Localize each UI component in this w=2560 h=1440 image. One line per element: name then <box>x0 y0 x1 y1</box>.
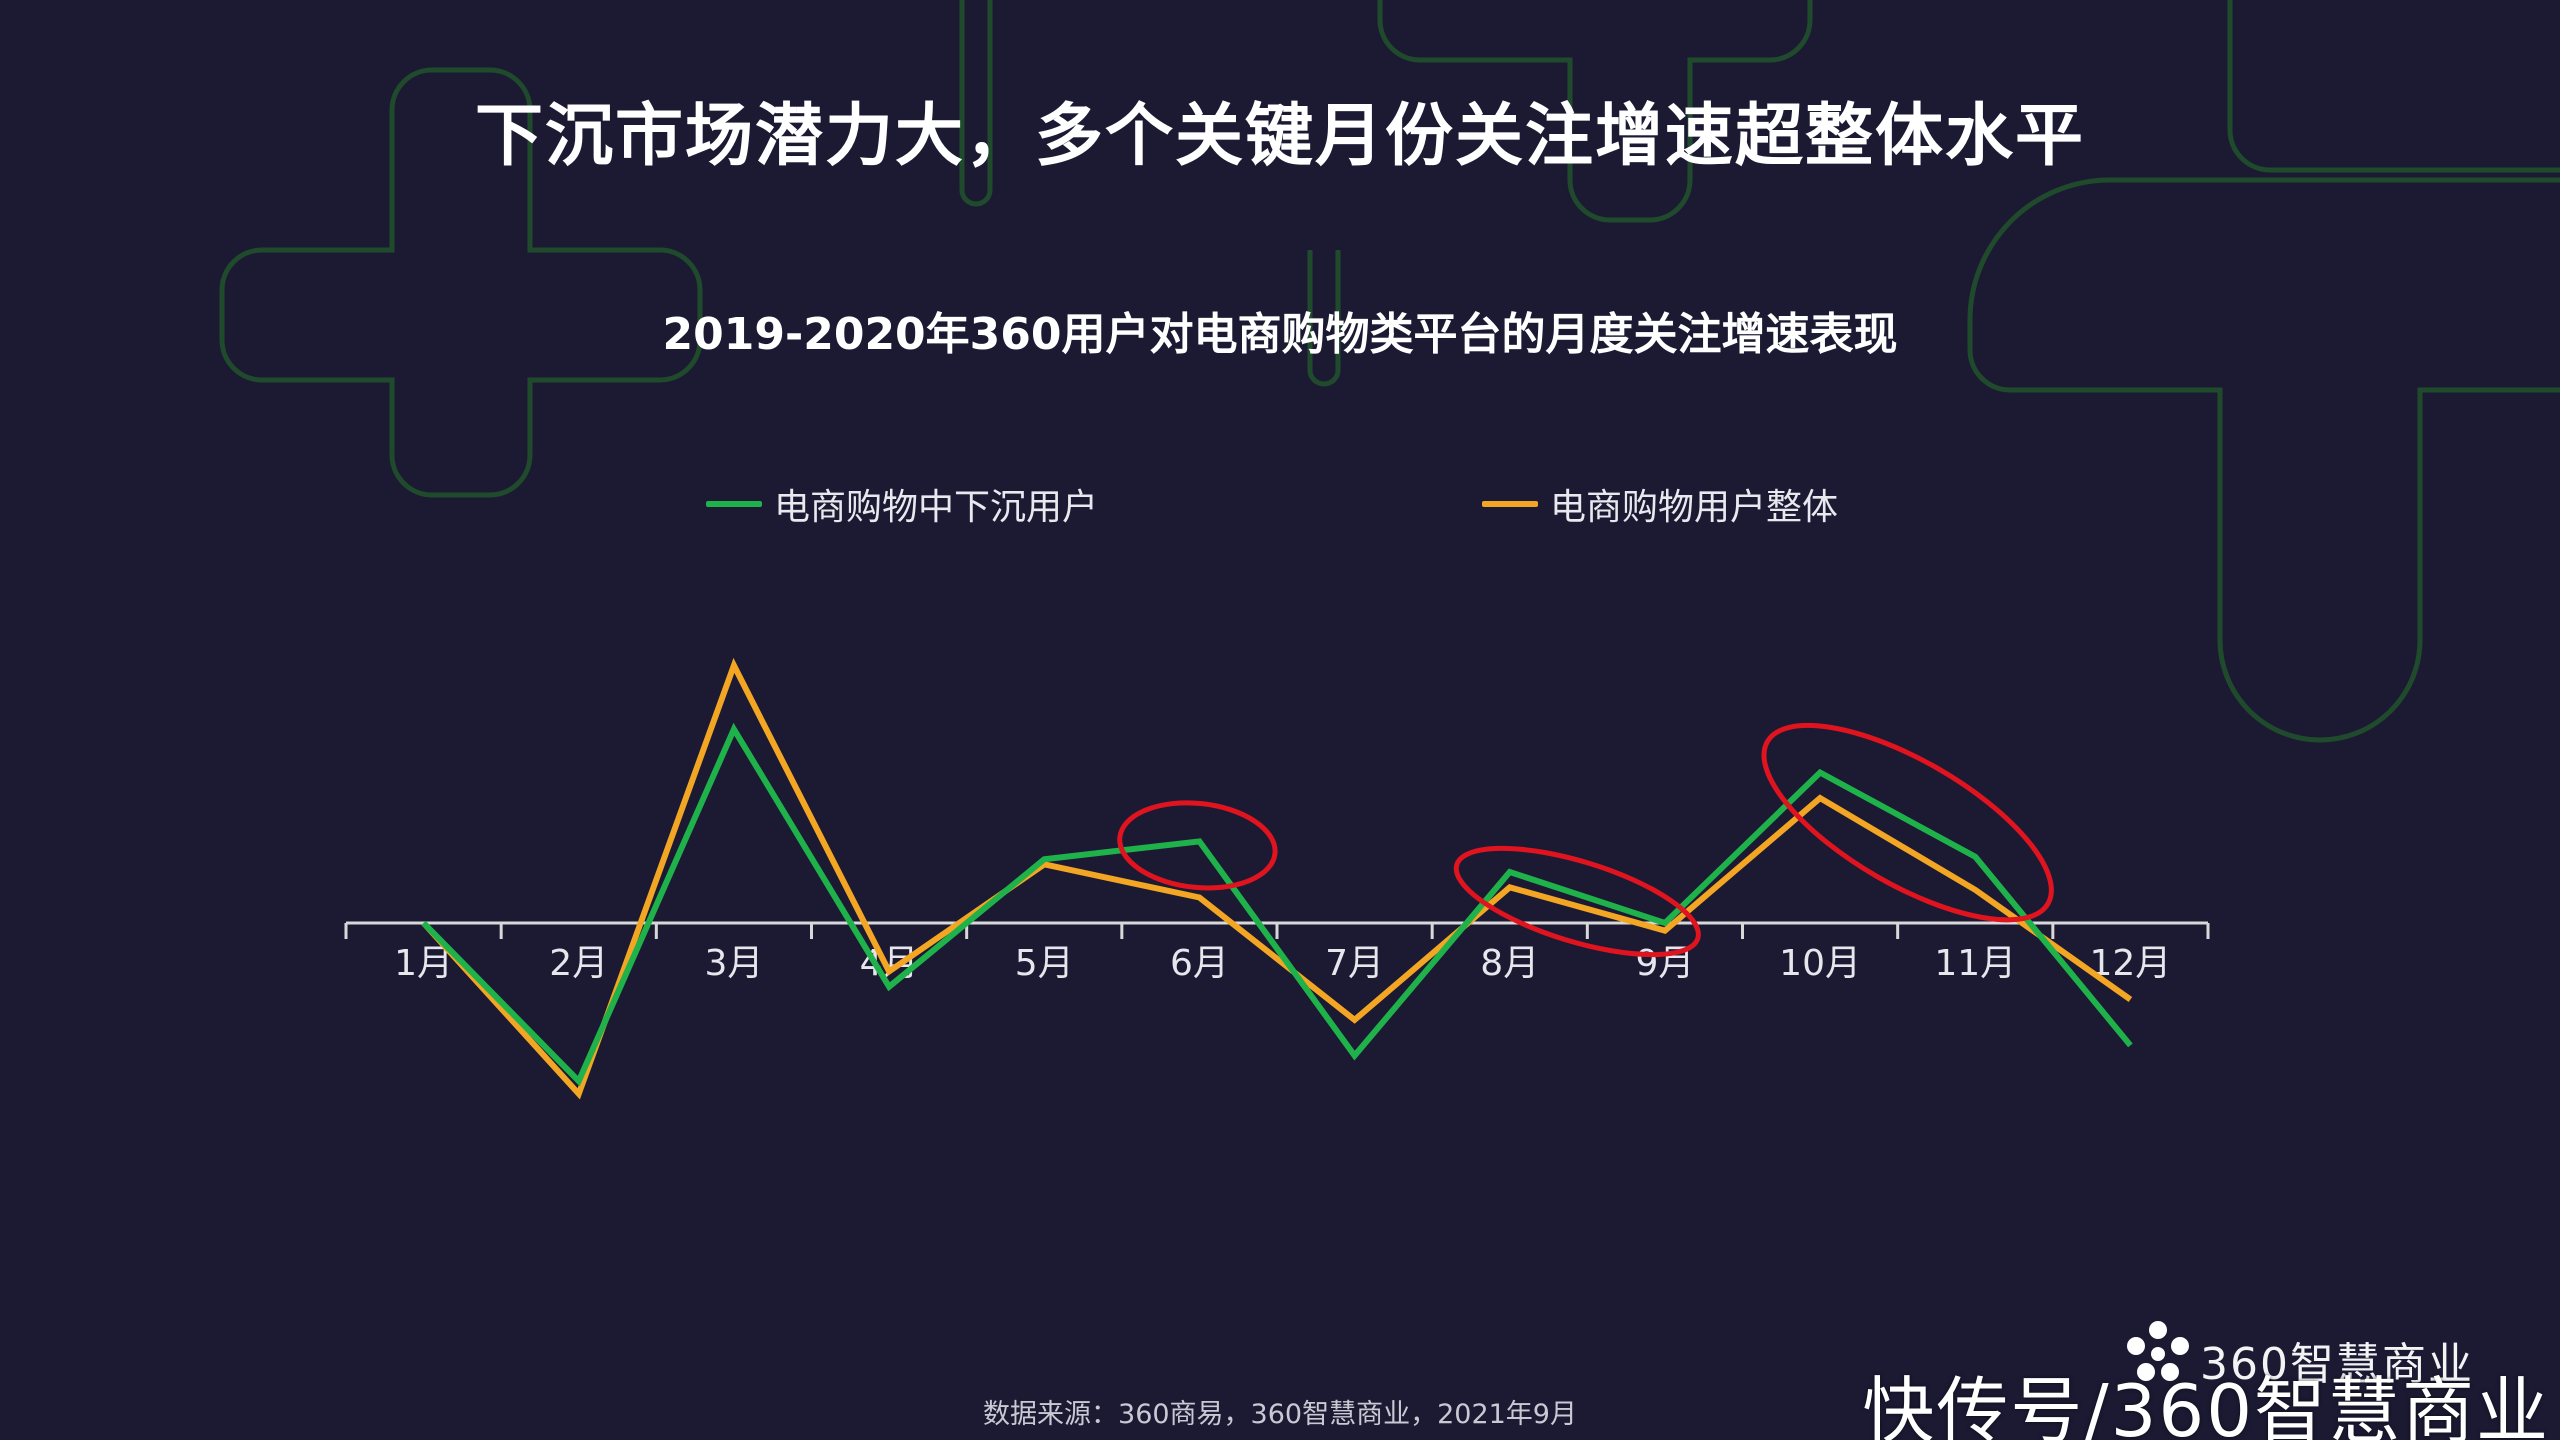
x-tick-label: 3月 <box>704 943 763 984</box>
legend-item-green: 电商购物中下沉用户 <box>706 478 1098 530</box>
decor-pill-center <box>1307 250 1341 387</box>
highlight-ellipse-oct-nov <box>1761 722 2054 923</box>
brand-logo-text: 360智慧商业 <box>2200 1339 2474 1390</box>
legend-swatch-orange <box>1482 501 1538 507</box>
decor-plus-left <box>219 67 703 498</box>
brand-logo-icon <box>2127 1321 2189 1381</box>
data-source-note: 数据来源：360商易，360智慧商业，2021年9月 <box>983 1399 1577 1430</box>
x-tick-label: 1月 <box>394 943 453 984</box>
decor-shape-right <box>2227 0 2560 173</box>
x-tick-label: 8月 <box>1480 943 1539 984</box>
x-tick-label: 10月 <box>1779 943 1861 984</box>
highlight-ellipse-jun <box>1117 800 1278 891</box>
legend-label-orange: 电商购物用户整体 <box>1550 487 1839 528</box>
chart-legend: 电商购物中下沉用户 电商购物用户整体 <box>0 478 2560 528</box>
highlight-ellipse-aug-sep <box>1453 845 1701 958</box>
decor-shape-right-2 <box>1967 177 2560 743</box>
x-tick-label: 7月 <box>1325 943 1384 984</box>
series-line-orange <box>421 657 2133 1100</box>
decor-pill-small <box>959 0 993 207</box>
series-line-green <box>421 722 2133 1087</box>
legend-label-green: 电商购物中下沉用户 <box>774 487 1099 528</box>
legend-item-orange: 电商购物用户整体 <box>1482 478 1838 530</box>
slide-headline: 下沉市场潜力大，多个关键月份关注增速超整体水平 <box>474 97 2085 176</box>
x-tick-label: 6月 <box>1170 943 1229 984</box>
legend-swatch-green <box>706 501 762 507</box>
x-tick-label: 5月 <box>1015 943 1074 984</box>
x-tick-label: 11月 <box>1934 943 2016 984</box>
x-tick-label: 2月 <box>549 943 608 984</box>
chart-title: 2019-2020年360用户对电商购物类平台的月度关注增速表现 <box>662 309 1898 360</box>
decor-plus-center <box>1377 0 1813 223</box>
watermark-text: 快传号/360智慧商业 <box>1862 1369 2550 1440</box>
